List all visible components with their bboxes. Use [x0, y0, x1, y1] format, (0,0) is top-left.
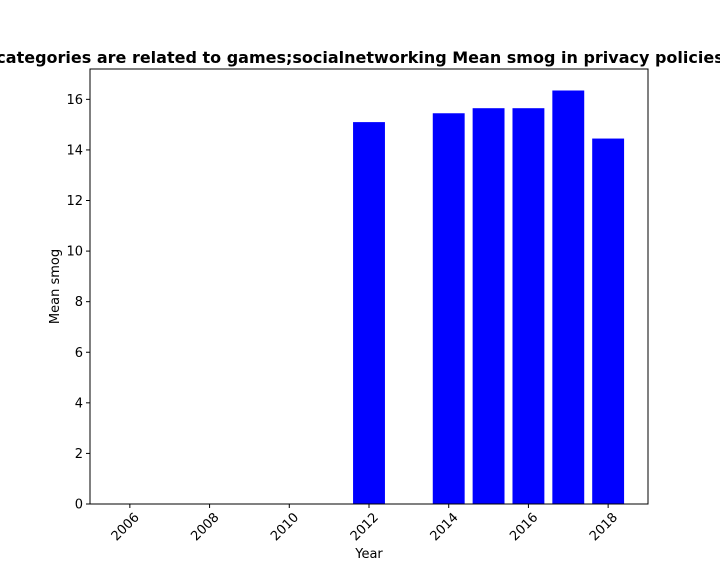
y-tick-label: 0	[75, 498, 83, 513]
bar-2017	[552, 90, 585, 504]
y-tick-label: 4	[75, 396, 83, 411]
x-tick-label: 2012	[348, 510, 382, 544]
x-tick-label: 2016	[507, 510, 541, 544]
x-axis-label: Year	[354, 547, 383, 562]
y-tick-label: 12	[66, 194, 83, 209]
x-axis: 2006 2008 2010 2012 2014 2016 2018	[109, 504, 621, 544]
chart-title: categories are related to games;socialne…	[0, 48, 720, 67]
y-axis: 0 2 4 6 8 10 12 14 16	[66, 93, 90, 513]
bars-group	[353, 90, 625, 504]
y-tick-label: 6	[75, 346, 83, 361]
y-tick-label: 2	[75, 447, 83, 462]
x-tick-label: 2006	[109, 510, 143, 544]
x-tick-label: 2014	[428, 510, 462, 544]
bar-2018	[592, 138, 625, 504]
bar-2014	[432, 113, 465, 504]
y-tick-label: 10	[66, 245, 83, 260]
y-tick-label: 14	[66, 143, 83, 158]
x-tick-label: 2010	[268, 510, 302, 544]
bar-2016	[512, 108, 545, 504]
y-tick-label: 16	[66, 93, 83, 108]
bar-2015	[472, 108, 505, 504]
y-axis-label: Mean smog	[48, 249, 63, 324]
bar-2012	[353, 122, 385, 504]
x-tick-label: 2018	[587, 510, 621, 544]
y-tick-label: 8	[75, 295, 83, 310]
x-tick-label: 2008	[188, 510, 222, 544]
